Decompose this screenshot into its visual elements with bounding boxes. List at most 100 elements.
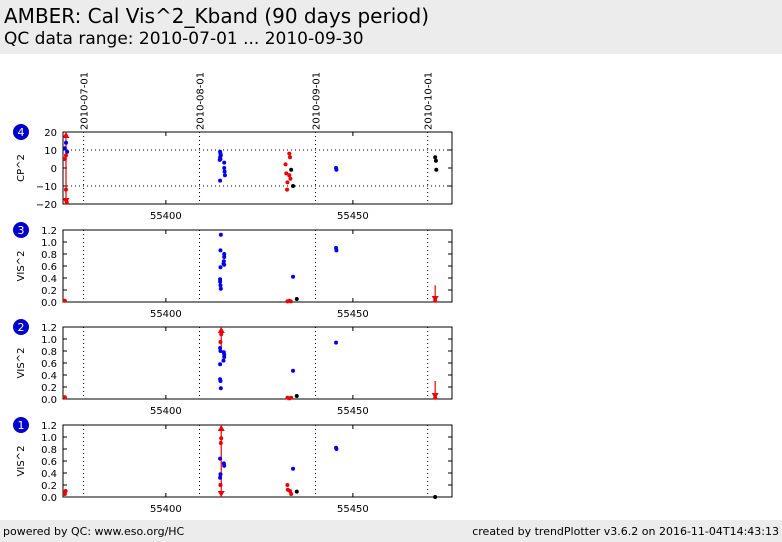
data-point-red [219, 436, 224, 441]
data-point-blue [334, 447, 339, 451]
data-point-blue [63, 140, 68, 145]
panel-badge-label: 3 [18, 224, 25, 237]
error-arrow-up [217, 425, 225, 431]
data-point-blue [222, 166, 227, 170]
data-point-black [294, 489, 299, 494]
data-point-blue [218, 349, 223, 353]
panel-badge [13, 222, 29, 238]
panel-badge [13, 319, 29, 335]
data-point-blue [222, 355, 227, 359]
data-point-blue [218, 472, 223, 477]
x-tick-label: 55450 [337, 406, 369, 417]
footer-created-by: created by trendPlotter v3.6.2 on 2016-1… [472, 525, 779, 538]
y-tick-label: 1.2 [41, 323, 57, 334]
y-tick-label: 0.2 [41, 383, 57, 394]
data-point-red [62, 298, 67, 303]
data-point-red [287, 173, 292, 178]
y-tick-label: −10 [36, 182, 57, 193]
data-point-black [433, 158, 438, 163]
page-subtitle: QC data range: 2010-07-01 ... 2010-09-30 [4, 29, 364, 49]
data-point-blue [217, 157, 222, 162]
error-arrow-up [217, 327, 225, 333]
data-point-blue [222, 169, 227, 174]
data-point-blue [218, 379, 223, 383]
panel-frame [62, 131, 453, 205]
data-point-blue [218, 279, 223, 284]
data-point-blue [222, 160, 227, 165]
y-tick-label: 0.8 [41, 250, 57, 261]
y-tick-label: −20 [36, 200, 57, 211]
x-tick-label: 55450 [337, 211, 369, 222]
data-point-blue [334, 340, 339, 345]
panel-badge [13, 417, 29, 433]
y-tick-label: 0.4 [41, 274, 57, 285]
data-point-blue [291, 274, 296, 279]
panel-frame [62, 326, 453, 400]
data-point-red [63, 187, 68, 192]
data-point-red [285, 180, 290, 185]
y-tick-label: 0.6 [41, 359, 57, 370]
data-point-red [219, 332, 224, 337]
y-tick-label: 0.4 [41, 371, 57, 382]
y-axis-label: VIS^2 [16, 251, 27, 282]
date-tick-label: 2010-08-01 [196, 72, 207, 130]
data-point-red [288, 155, 293, 160]
data-point-red [288, 489, 293, 493]
y-tick-label: 1.0 [41, 433, 57, 444]
footer-bar: powered by QC: www.eso.org/HC created by… [0, 520, 782, 542]
data-point-red [64, 200, 69, 205]
panel-badge-label: 4 [18, 126, 25, 139]
data-point-black [294, 297, 299, 301]
x-tick-label: 55400 [150, 309, 182, 320]
data-point-blue [218, 386, 223, 391]
data-point-blue [218, 346, 223, 350]
data-point-red [285, 187, 290, 192]
y-tick-label: 0.0 [41, 493, 57, 504]
data-point-blue [218, 286, 223, 291]
data-point-red [433, 298, 438, 303]
data-point-blue [218, 178, 223, 183]
panel-frame [62, 424, 453, 498]
panel-frame [62, 229, 453, 303]
y-tick-label: 1.2 [41, 421, 57, 432]
footer-powered-by: powered by QC: www.eso.org/HC [3, 525, 185, 538]
data-point-red [287, 151, 292, 156]
y-axis-label: CP^2 [16, 154, 27, 182]
date-tick-label: 2010-10-01 [424, 72, 435, 130]
y-tick-label: 1.0 [41, 238, 57, 249]
data-point-blue [218, 232, 223, 237]
data-point-blue [218, 248, 223, 253]
panel-badge-label: 1 [18, 419, 25, 432]
header-bar: AMBER: Cal Vis^2_Kband (90 days period) … [0, 0, 782, 54]
date-tick-label: 2010-07-01 [80, 72, 91, 130]
data-point-blue [222, 173, 227, 178]
x-tick-label: 55400 [150, 211, 182, 222]
data-point-blue [222, 252, 227, 256]
data-point-blue [218, 362, 223, 367]
y-tick-label: 0.6 [41, 262, 57, 273]
x-tick-label: 55450 [337, 309, 369, 320]
data-point-blue [218, 283, 223, 288]
page-title: AMBER: Cal Vis^2_Kband (90 days period) [4, 4, 429, 28]
y-tick-label: 0.0 [41, 395, 57, 406]
panel-badge [13, 124, 29, 140]
data-point-red [218, 441, 223, 445]
data-point-black [433, 155, 438, 160]
data-point-red [62, 492, 67, 496]
data-point-red [283, 162, 288, 167]
y-tick-label: 0.8 [41, 445, 57, 456]
data-point-blue [334, 167, 339, 172]
x-tick-label: 55400 [150, 406, 182, 417]
data-point-red [288, 299, 293, 304]
data-point-blue [291, 368, 296, 373]
y-tick-label: 0.2 [41, 286, 57, 297]
error-arrow-down [217, 491, 225, 497]
data-point-black [291, 184, 296, 188]
y-tick-label: 0.0 [41, 298, 57, 309]
y-tick-label: 0.6 [41, 457, 57, 468]
error-arrow-up [62, 132, 70, 138]
data-point-blue [221, 261, 226, 266]
y-tick-label: 1.2 [41, 226, 57, 237]
data-point-red [218, 483, 223, 487]
data-point-red [63, 489, 68, 493]
